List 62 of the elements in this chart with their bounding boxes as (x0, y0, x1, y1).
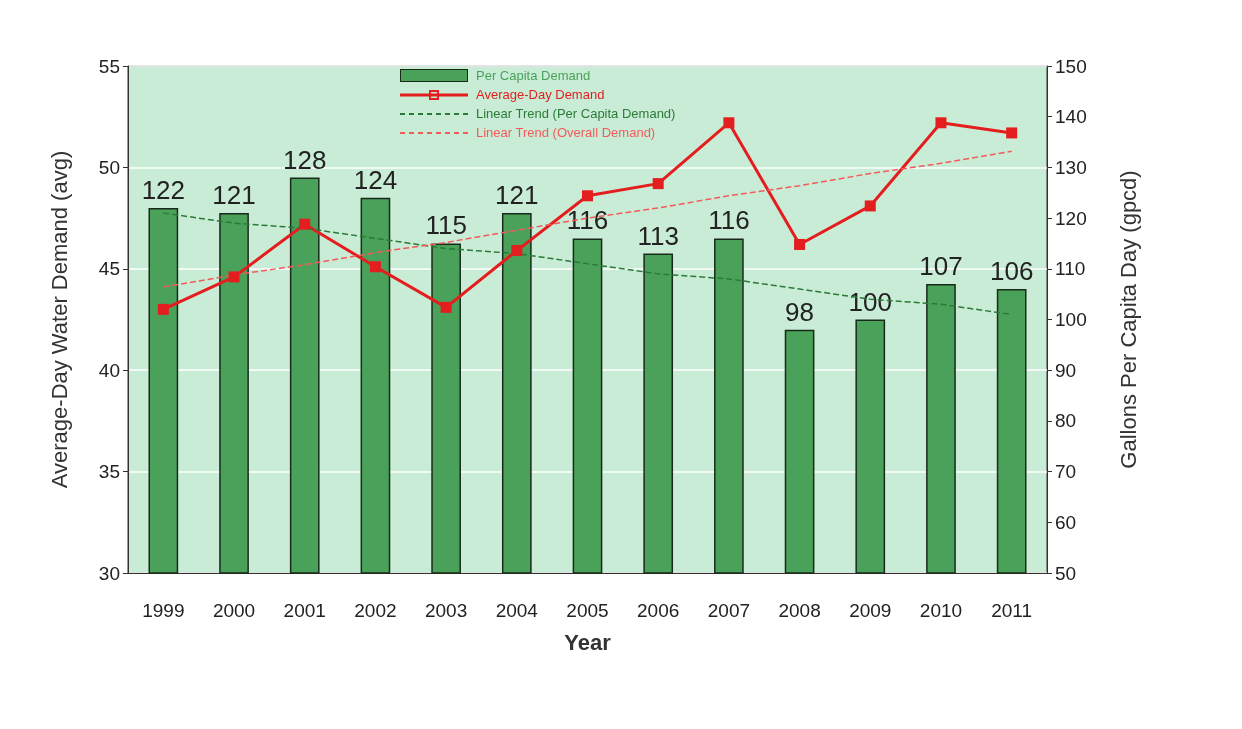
y2-tick-label: 90 (1055, 359, 1077, 381)
x-tick-label: 2010 (919, 600, 963, 621)
y-tick-label: 50 (98, 156, 120, 178)
point (864, 200, 876, 212)
data-label: 124 (353, 164, 398, 195)
y2-tick-label: 100 (1055, 309, 1087, 330)
point (157, 303, 169, 315)
x-tick-label: 2004 (495, 600, 539, 621)
x-tick-label: 2001 (283, 600, 326, 621)
x-tick-label: 1999 (142, 600, 185, 621)
point (652, 178, 664, 190)
point (582, 190, 593, 202)
point (511, 245, 523, 257)
data-label: 116 (708, 205, 750, 236)
x-tick-label: 2008 (778, 600, 821, 621)
text: Per Capita Demand (476, 67, 591, 85)
y-tick-label: 30 (98, 562, 120, 584)
y2-tick-label: 120 (1055, 207, 1087, 229)
y2-tick-label: 110 (1055, 258, 1086, 280)
x-tick-label: 2003 (424, 600, 468, 621)
x-axis-title: Year (564, 629, 612, 655)
data-label: 106 (989, 256, 1034, 287)
point (228, 271, 240, 283)
point (1006, 127, 1018, 139)
x-tick-label: 2009 (849, 600, 892, 621)
point (440, 301, 452, 313)
data-label: 98 (785, 296, 815, 327)
data-label: 121 (212, 180, 256, 211)
text: Linear Trend (Overall Demand) (476, 124, 656, 142)
y-axis-title: Average-Day Water Demand (avg) (46, 150, 72, 489)
y2-tick-label: 50 (1055, 562, 1077, 584)
data-label: 116 (566, 205, 609, 236)
x-tick-label: 2011 (991, 600, 1033, 621)
x-tick-label: 2002 (354, 600, 397, 621)
data-label: 122 (141, 174, 186, 205)
y-tick-label: 40 (98, 359, 120, 381)
data-label: 121 (495, 180, 539, 211)
y2-tick-label: 80 (1055, 410, 1077, 432)
y2-tick-label: 150 (1055, 55, 1087, 77)
x-tick-label: 2006 (637, 600, 680, 621)
data-label: 107 (919, 251, 963, 282)
text: Average-Day Demand (476, 86, 605, 104)
point (723, 117, 735, 129)
y-tick-label: 35 (98, 461, 120, 483)
point (369, 261, 381, 273)
y2-tick-label: 130 (1055, 156, 1087, 178)
text: Linear Trend (Per Capita Demand) (476, 105, 676, 123)
x-tick-label: 2000 (212, 600, 256, 621)
data-label: 113 (637, 220, 679, 251)
x-tick-label: 2005 (566, 600, 609, 621)
y-tick-label: 45 (98, 258, 120, 280)
x-tick-label: 2007 (707, 600, 751, 621)
y2-tick-label: 140 (1055, 106, 1087, 128)
point (935, 117, 947, 129)
data-label: 115 (425, 210, 467, 241)
y2-tick-label: 60 (1055, 511, 1077, 533)
point (794, 238, 806, 250)
point (299, 218, 311, 230)
data-label: 128 (283, 144, 327, 175)
y-tick-label: 55 (98, 55, 120, 77)
y2-tick-label: 70 (1055, 461, 1077, 483)
y2-axis-title: Gallons Per Capita Day (gpcd) (1115, 170, 1141, 469)
